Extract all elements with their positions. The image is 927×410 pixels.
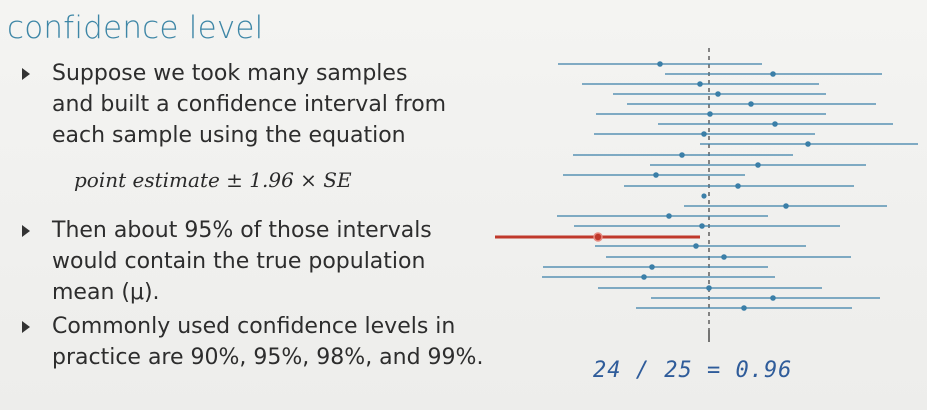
bullet-1-line-3: each sample using the equation <box>52 123 406 148</box>
interval-point <box>735 183 741 189</box>
bullet-1-line-1: Suppose we took many samples <box>52 61 408 86</box>
bullet-arrow-icon <box>22 225 30 237</box>
equation: point estimate ± 1.96 × SE <box>74 168 352 192</box>
interval-point <box>741 305 747 311</box>
bullet-1: Suppose we took many samples and built a… <box>22 58 446 151</box>
interval-point <box>770 71 776 77</box>
bullet-2-line-3: mean (μ). <box>52 280 160 305</box>
bullet-arrow-icon <box>22 68 30 80</box>
interval-point <box>649 264 655 270</box>
interval-point <box>748 101 754 107</box>
interval-point <box>721 254 727 260</box>
interval-point <box>701 193 707 199</box>
bullet-2-line-1: Then about 95% of those intervals <box>52 218 432 243</box>
interval-point <box>715 91 721 97</box>
interval-point <box>657 61 663 67</box>
interval-group <box>495 61 918 311</box>
interval-point <box>706 285 712 291</box>
interval-point <box>805 141 811 147</box>
missed-interval-point <box>593 232 603 242</box>
bullet-2-line-2: would contain the true population <box>52 249 426 274</box>
bullet-1-line-2: and built a confidence interval from <box>52 92 447 117</box>
interval-point <box>783 203 789 209</box>
interval-point <box>641 274 647 280</box>
interval-point <box>666 213 672 219</box>
interval-point <box>653 172 659 178</box>
interval-point <box>699 223 705 229</box>
interval-point <box>707 111 713 117</box>
bullet-arrow-icon <box>22 321 30 333</box>
coverage-annotation: 24 / 25 = 0.96 <box>593 358 793 383</box>
slide-title: confidence level <box>7 10 264 46</box>
bullet-2: Then about 95% of those intervals would … <box>22 215 432 308</box>
bullet-3-line-1: Commonly used confidence levels in <box>52 314 456 339</box>
interval-point <box>693 243 699 249</box>
interval-point <box>770 295 776 301</box>
interval-point <box>697 81 703 87</box>
bullet-3-line-2: practice are 90%, 95%, 98%, and 99%. <box>52 345 484 370</box>
interval-point <box>679 152 685 158</box>
bullet-3: Commonly used confidence levels in pract… <box>22 311 483 373</box>
interval-point <box>772 121 778 127</box>
interval-point <box>755 162 761 168</box>
interval-point <box>701 131 707 137</box>
